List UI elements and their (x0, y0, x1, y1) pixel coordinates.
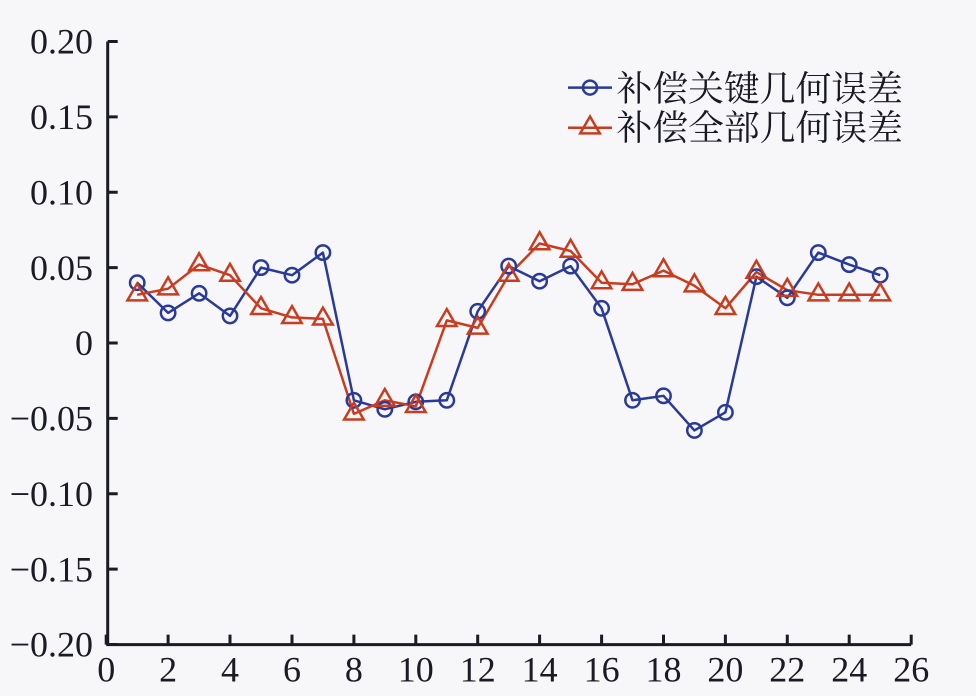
svg-text:0: 0 (97, 650, 115, 690)
svg-text:10: 10 (398, 650, 434, 690)
svg-text:12: 12 (460, 650, 496, 690)
svg-text:26: 26 (893, 650, 929, 690)
svg-text:8: 8 (345, 650, 363, 690)
svg-text:6: 6 (283, 650, 301, 690)
svg-text:0: 0 (75, 323, 93, 363)
svg-text:4: 4 (221, 650, 239, 690)
svg-text:−0.15: −0.15 (10, 549, 93, 589)
svg-text:0.15: 0.15 (30, 97, 93, 137)
svg-text:−0.20: −0.20 (10, 625, 93, 665)
svg-text:0.05: 0.05 (30, 248, 93, 288)
svg-text:16: 16 (584, 650, 620, 690)
svg-text:2: 2 (159, 650, 177, 690)
svg-text:0.20: 0.20 (30, 22, 93, 62)
svg-text:−0.10: −0.10 (10, 474, 93, 514)
svg-text:24: 24 (831, 650, 867, 690)
svg-text:22: 22 (769, 650, 805, 690)
svg-text:20: 20 (707, 650, 743, 690)
svg-text:18: 18 (646, 650, 682, 690)
svg-text:14: 14 (522, 650, 558, 690)
svg-text:−0.05: −0.05 (10, 399, 93, 439)
svg-text:0.10: 0.10 (30, 172, 93, 212)
